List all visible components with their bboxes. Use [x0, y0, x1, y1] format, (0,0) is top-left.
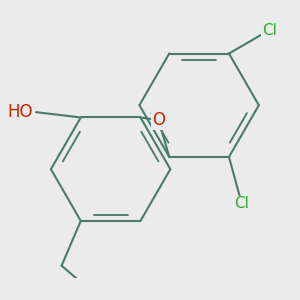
Text: HO: HO	[7, 103, 33, 121]
Text: O: O	[152, 111, 165, 129]
Text: Cl: Cl	[234, 196, 249, 211]
Text: Cl: Cl	[262, 22, 277, 38]
